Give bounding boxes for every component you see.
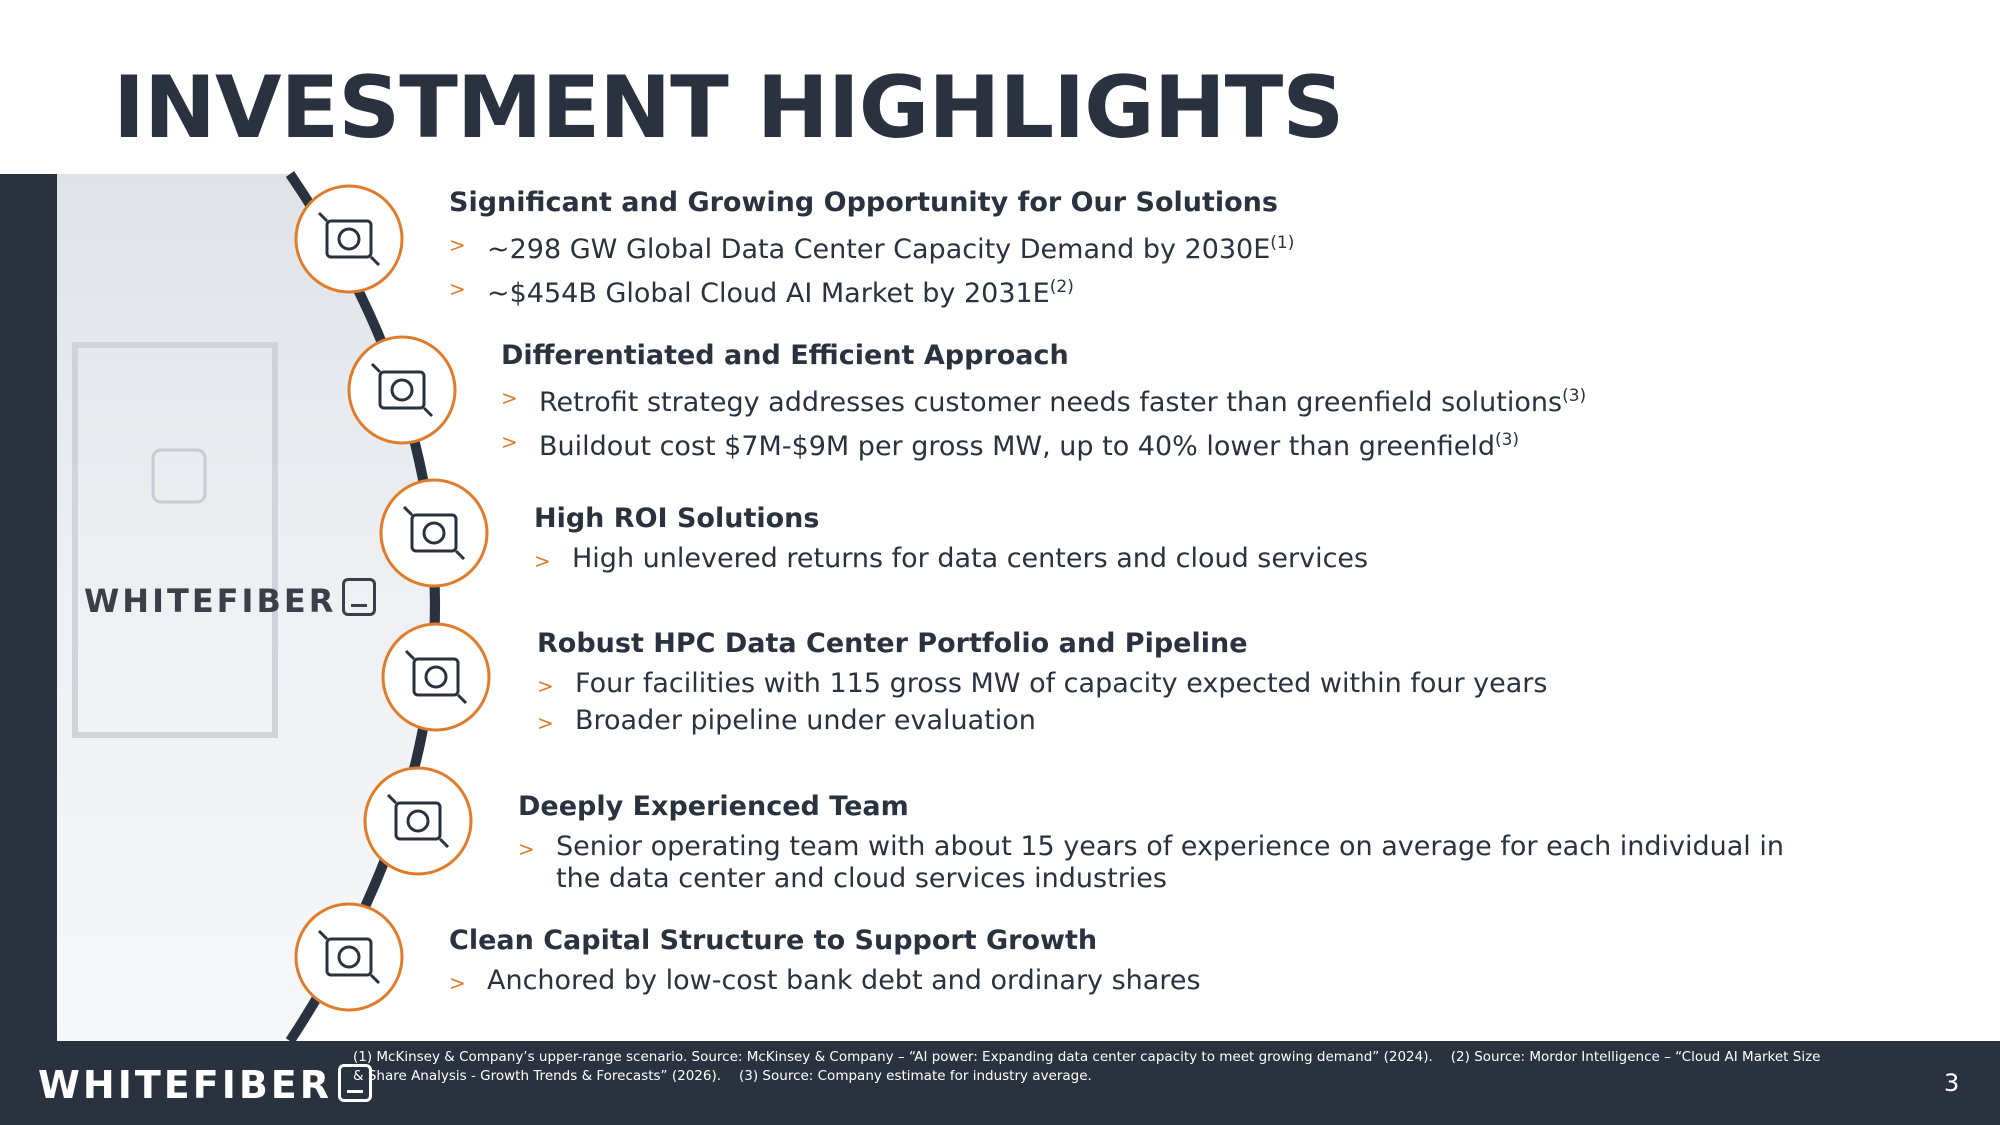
bullet-text: Anchored by low-cost bank debt and ordin… bbox=[487, 965, 1201, 996]
icon-shape bbox=[325, 219, 373, 259]
page-number: 3 bbox=[1944, 1069, 1960, 1097]
bullet-text: Retrofit strategy addresses customer nee… bbox=[539, 387, 1563, 418]
image-logo: WHITEFIBER bbox=[84, 578, 377, 620]
icon-shape bbox=[390, 378, 414, 402]
icon-shape bbox=[410, 513, 458, 553]
icon-shape bbox=[438, 837, 450, 849]
icon-shape bbox=[317, 211, 329, 223]
bullet-marker: > bbox=[537, 674, 554, 698]
icon-shape bbox=[317, 929, 329, 941]
bullet-marker: > bbox=[501, 386, 518, 410]
section: Differentiated and Efficient Approach > Re… bbox=[501, 337, 1586, 463]
icon-shape bbox=[337, 945, 361, 969]
icon-shape bbox=[337, 227, 361, 251]
icon-shape bbox=[412, 657, 460, 697]
section-heading: Significant and Growing Opportunity for … bbox=[449, 187, 1278, 218]
bullet-text: ~$454B Global Cloud AI Market by 2031E bbox=[487, 278, 1050, 309]
footer-logo: WHITEFIBER bbox=[38, 1063, 373, 1107]
bullet: > Four facilities with 115 gross MW of ca… bbox=[537, 668, 1547, 700]
section: High ROI Solutions > High unlevered return… bbox=[534, 500, 1368, 575]
logo-mark bbox=[342, 578, 377, 616]
icon bbox=[404, 649, 468, 705]
bullet-marker: > bbox=[449, 233, 466, 257]
footnote-ref: (3) bbox=[1562, 386, 1587, 406]
icon bbox=[386, 793, 450, 849]
section: Deeply Experienced Team > Senior operating… bbox=[518, 788, 1806, 895]
icon-circle bbox=[381, 622, 491, 732]
footer: WHITEFIBER (1) McKinsey & Company’s uppe… bbox=[0, 1041, 2000, 1125]
bullet: > High unlevered returns for data centers… bbox=[534, 543, 1368, 575]
bullet-marker: > bbox=[534, 549, 551, 573]
bullet-text: Broader pipeline under evaluation bbox=[575, 705, 1036, 736]
bullet: > Anchored by low-cost bank debt and ordi… bbox=[449, 965, 1201, 997]
bullet-text: Buildout cost $7M-$9M per gross MW, up t… bbox=[539, 431, 1495, 462]
side-band bbox=[0, 174, 57, 1041]
icon-shape bbox=[394, 801, 442, 841]
bullet: > ~298 GW Global Data Center Capacity Dem… bbox=[449, 227, 1294, 266]
footnote-ref: (2) bbox=[1049, 277, 1074, 297]
section-heading: Differentiated and Efficient Approach bbox=[501, 340, 1069, 371]
icon-shape bbox=[404, 649, 416, 661]
bullet-marker: > bbox=[501, 430, 518, 454]
section-heading: High ROI Solutions bbox=[534, 503, 820, 534]
icon-shape bbox=[456, 693, 468, 705]
bullet-marker: > bbox=[449, 277, 466, 301]
icon-shape bbox=[424, 665, 448, 689]
bullet: > Broader pipeline under evaluation bbox=[537, 705, 1547, 737]
icon bbox=[370, 362, 434, 418]
door bbox=[72, 342, 278, 738]
icon-circle bbox=[379, 478, 489, 588]
door-sign bbox=[151, 448, 207, 504]
bullet-marker: > bbox=[537, 711, 554, 735]
footnote: (2) Source: Mordor Intelligence – “Cloud… bbox=[353, 1049, 1821, 1084]
title: INVESTMENT HIGHLIGHTS bbox=[113, 58, 1344, 158]
icon-shape bbox=[386, 793, 398, 805]
section-heading: Deeply Experienced Team bbox=[518, 791, 909, 822]
footnote: (3) Source: Company estimate for industr… bbox=[739, 1068, 1092, 1084]
logo-text: WHITEFIBER bbox=[84, 582, 337, 620]
section-heading: Robust HPC Data Center Portfolio and Pip… bbox=[537, 628, 1248, 659]
bullet-text: Senior operating team with about 15 year… bbox=[556, 831, 1784, 894]
icon-shape bbox=[422, 521, 446, 545]
icon-shape bbox=[378, 370, 426, 410]
section: Robust HPC Data Center Portfolio and Pip… bbox=[537, 625, 1547, 737]
footnote: (1) McKinsey & Company’s upper-range sce… bbox=[353, 1049, 1433, 1065]
section: Significant and Growing Opportunity for … bbox=[449, 184, 1294, 310]
bullet: > ~$454B Global Cloud AI Market by 2031E(… bbox=[449, 271, 1294, 310]
bullet: > Senior operating team with about 15 yea… bbox=[518, 831, 1806, 895]
bullet-text: ~298 GW Global Data Center Capacity Dema… bbox=[487, 234, 1271, 265]
section-heading: Clean Capital Structure to Support Growt… bbox=[449, 925, 1098, 956]
logo-mark bbox=[338, 1064, 373, 1102]
icon bbox=[402, 505, 466, 561]
icon bbox=[317, 929, 381, 985]
bullet-text: Four facilities with 115 gross MW of cap… bbox=[575, 668, 1548, 699]
icon-shape bbox=[370, 362, 382, 374]
bullet: > Buildout cost $7M-$9M per gross MW, up … bbox=[501, 424, 1586, 463]
footnotes: (1) McKinsey & Company’s upper-range sce… bbox=[353, 1048, 1833, 1086]
footnote-ref: (3) bbox=[1494, 430, 1520, 450]
photo bbox=[57, 174, 435, 1041]
icon-shape bbox=[454, 549, 466, 561]
footnote-ref: (1) bbox=[1270, 233, 1295, 253]
icon-shape bbox=[325, 937, 373, 977]
icon-circle bbox=[347, 335, 457, 445]
icon-shape bbox=[369, 973, 381, 985]
bullet-marker: > bbox=[518, 837, 535, 861]
bullet-marker: > bbox=[449, 971, 466, 995]
icon bbox=[317, 211, 381, 267]
icon-circle bbox=[294, 902, 404, 1012]
bullet-text: High unlevered returns for data centers … bbox=[572, 543, 1369, 574]
icon-shape bbox=[369, 255, 381, 267]
icon-circle bbox=[363, 766, 473, 876]
icon-shape bbox=[406, 809, 430, 833]
icon-shape bbox=[422, 406, 434, 418]
section: Clean Capital Structure to Support Growt… bbox=[449, 922, 1201, 997]
icon-shape bbox=[402, 505, 414, 517]
icon-circle bbox=[294, 184, 404, 294]
logo-text: WHITEFIBER bbox=[38, 1063, 333, 1107]
bullet: > Retrofit strategy addresses customer ne… bbox=[501, 380, 1586, 419]
